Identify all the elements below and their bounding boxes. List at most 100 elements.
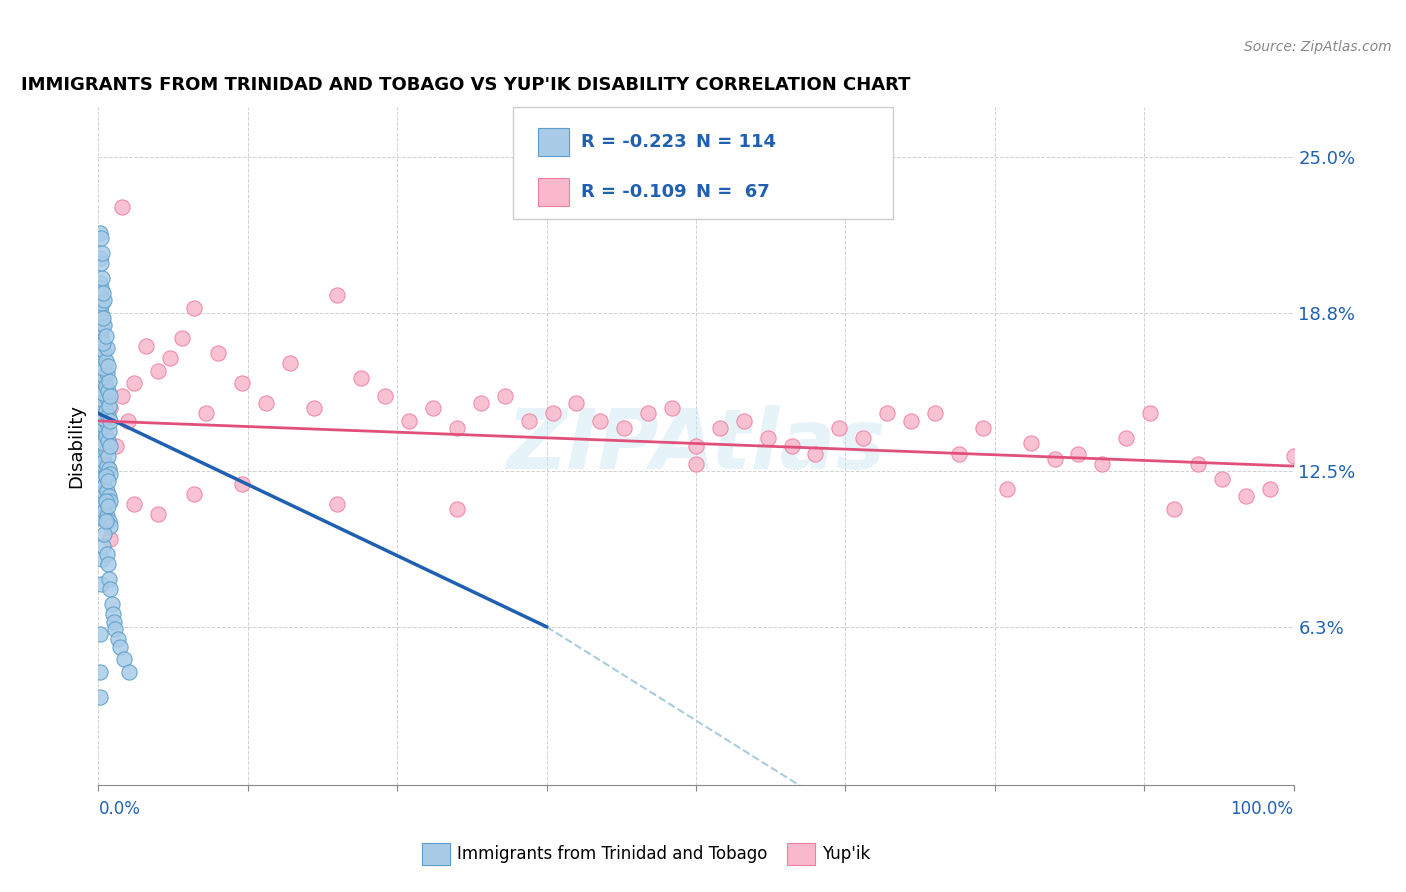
Point	[98, 414, 122, 428]
Point	[254, 396, 277, 410]
Point	[422, 401, 444, 416]
Point	[91, 540, 114, 554]
Point	[118, 665, 141, 679]
Point	[924, 406, 946, 420]
Point	[91, 336, 114, 351]
Point	[494, 389, 516, 403]
Point	[135, 338, 157, 352]
Point	[1234, 489, 1257, 503]
Point	[94, 469, 117, 483]
Point	[98, 489, 121, 503]
Point	[470, 396, 492, 410]
Point	[91, 411, 114, 425]
Point	[89, 627, 111, 641]
Point	[96, 366, 118, 380]
Point	[302, 401, 325, 416]
Point	[183, 301, 205, 315]
Point	[98, 467, 122, 481]
Point	[1019, 436, 1042, 450]
Point	[91, 497, 114, 511]
Point	[89, 226, 111, 240]
Text: Yup'ik: Yup'ik	[823, 845, 870, 863]
Point	[111, 389, 134, 403]
Point	[100, 597, 122, 611]
Point	[98, 572, 121, 586]
Point	[685, 439, 707, 453]
Point	[89, 401, 111, 416]
Text: 0.0%: 0.0%	[98, 800, 141, 818]
Point	[94, 353, 117, 368]
Point	[89, 690, 111, 704]
Point	[91, 457, 114, 471]
Point	[96, 509, 118, 524]
Point	[231, 376, 253, 391]
Point	[1115, 432, 1137, 446]
Point	[90, 281, 112, 295]
Text: R = -0.109: R = -0.109	[581, 183, 686, 201]
Y-axis label: Disability: Disability	[67, 404, 86, 488]
Point	[98, 389, 122, 403]
Point	[90, 306, 112, 320]
Point	[91, 245, 114, 260]
Point	[93, 343, 115, 358]
Point	[93, 527, 115, 541]
Point	[90, 381, 112, 395]
Point	[541, 406, 564, 420]
Point	[91, 361, 114, 376]
Point	[91, 285, 114, 300]
Point	[89, 501, 111, 516]
Point	[91, 396, 114, 410]
Point	[101, 607, 124, 622]
Point	[195, 406, 218, 420]
Point	[828, 421, 851, 435]
Point	[565, 396, 588, 410]
Point	[1091, 457, 1114, 471]
Point	[91, 436, 114, 450]
Point	[97, 557, 120, 571]
Point	[756, 432, 779, 446]
Text: 100.0%: 100.0%	[1230, 800, 1294, 818]
Point	[97, 384, 120, 398]
Point	[96, 484, 118, 499]
Point	[97, 409, 120, 423]
Point	[709, 421, 731, 435]
Point	[96, 547, 118, 561]
Point	[89, 426, 111, 441]
Text: Immigrants from Trinidad and Tobago: Immigrants from Trinidad and Tobago	[457, 845, 768, 863]
Point	[231, 476, 253, 491]
Point	[91, 321, 114, 335]
Point	[183, 486, 205, 500]
Point	[98, 374, 121, 388]
Point	[1139, 406, 1161, 420]
Point	[374, 389, 396, 403]
Point	[1163, 501, 1185, 516]
Point	[278, 356, 301, 370]
Point	[97, 359, 120, 373]
Point	[98, 494, 122, 508]
Point	[446, 501, 468, 516]
Point	[900, 414, 922, 428]
Point	[93, 393, 115, 408]
Point	[91, 310, 114, 325]
Point	[685, 457, 707, 471]
Point	[93, 454, 115, 468]
Point	[995, 482, 1018, 496]
Point	[103, 615, 125, 629]
Point	[98, 461, 121, 475]
Point	[1043, 451, 1066, 466]
Point	[93, 504, 115, 518]
Point	[90, 432, 112, 446]
Point	[105, 439, 128, 453]
Point	[90, 230, 112, 244]
Point	[446, 421, 468, 435]
Point	[93, 368, 115, 383]
Point	[98, 401, 122, 416]
Point	[94, 429, 117, 443]
Point	[94, 494, 117, 508]
Point	[104, 622, 127, 636]
Point	[804, 446, 827, 460]
Point	[91, 296, 114, 310]
Point	[96, 417, 118, 431]
Point	[90, 482, 112, 496]
Point	[93, 318, 115, 333]
